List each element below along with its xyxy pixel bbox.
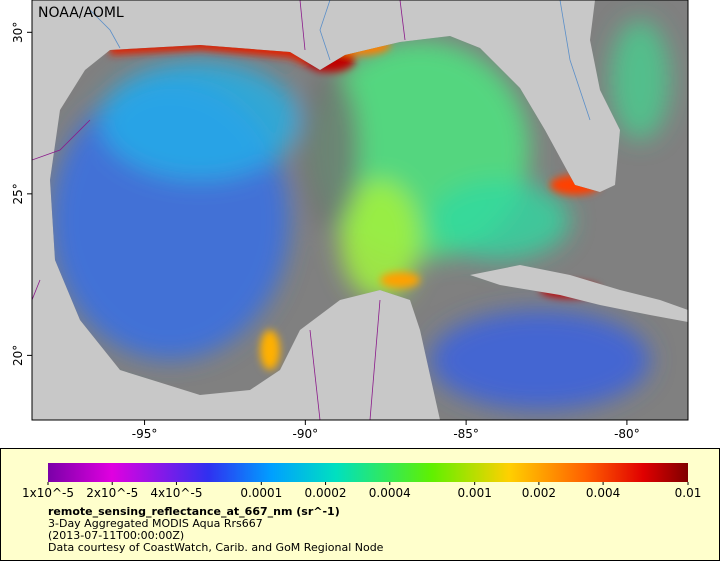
colorbar-tick-label: 0.004 [586,486,620,500]
legend-product: 3-Day Aggregated MODIS Aqua Rrs667 [48,517,263,530]
rivers [89,0,591,121]
colorbar-tick-label: 2x10^-5 [86,486,138,500]
borders [32,0,406,420]
cuba [470,265,688,322]
colorbar-tick-label: 1x10^-5 [22,486,74,500]
colorbar-tick-label: 0.002 [522,486,556,500]
legend-time: (2013-07-11T00:00:00Z) [48,529,184,542]
lon-tick-label: -95° [132,427,158,441]
lat-tick-label: 30° [11,22,25,43]
colorbar [48,463,688,482]
lat-tick-label: 25° [11,183,25,204]
lon-tick-label: -80° [614,427,640,441]
legend-credit: Data courtesy of CoastWatch, Carib. and … [48,541,384,554]
colorbar-tick-label: 0.0004 [369,486,411,500]
lon-tick-label: -90° [293,427,319,441]
colorbar-tick-label: 0.0002 [305,486,347,500]
lat-tick-label: 20° [11,345,25,366]
map-frame [31,0,689,421]
colorbar-tick-label: 0.001 [457,486,491,500]
map-credit: NOAA/AOML [38,5,124,21]
legend-variable: remote_sensing_reflectance_at_667_nm (sr… [48,505,340,518]
colorbar-tick-label: 0.01 [675,486,702,500]
colorbar-tick-label: 4x10^-5 [150,486,202,500]
lon-tick-label: -85° [453,427,479,441]
map-area [32,0,688,420]
colorbar-tick-label: 0.0001 [240,486,282,500]
